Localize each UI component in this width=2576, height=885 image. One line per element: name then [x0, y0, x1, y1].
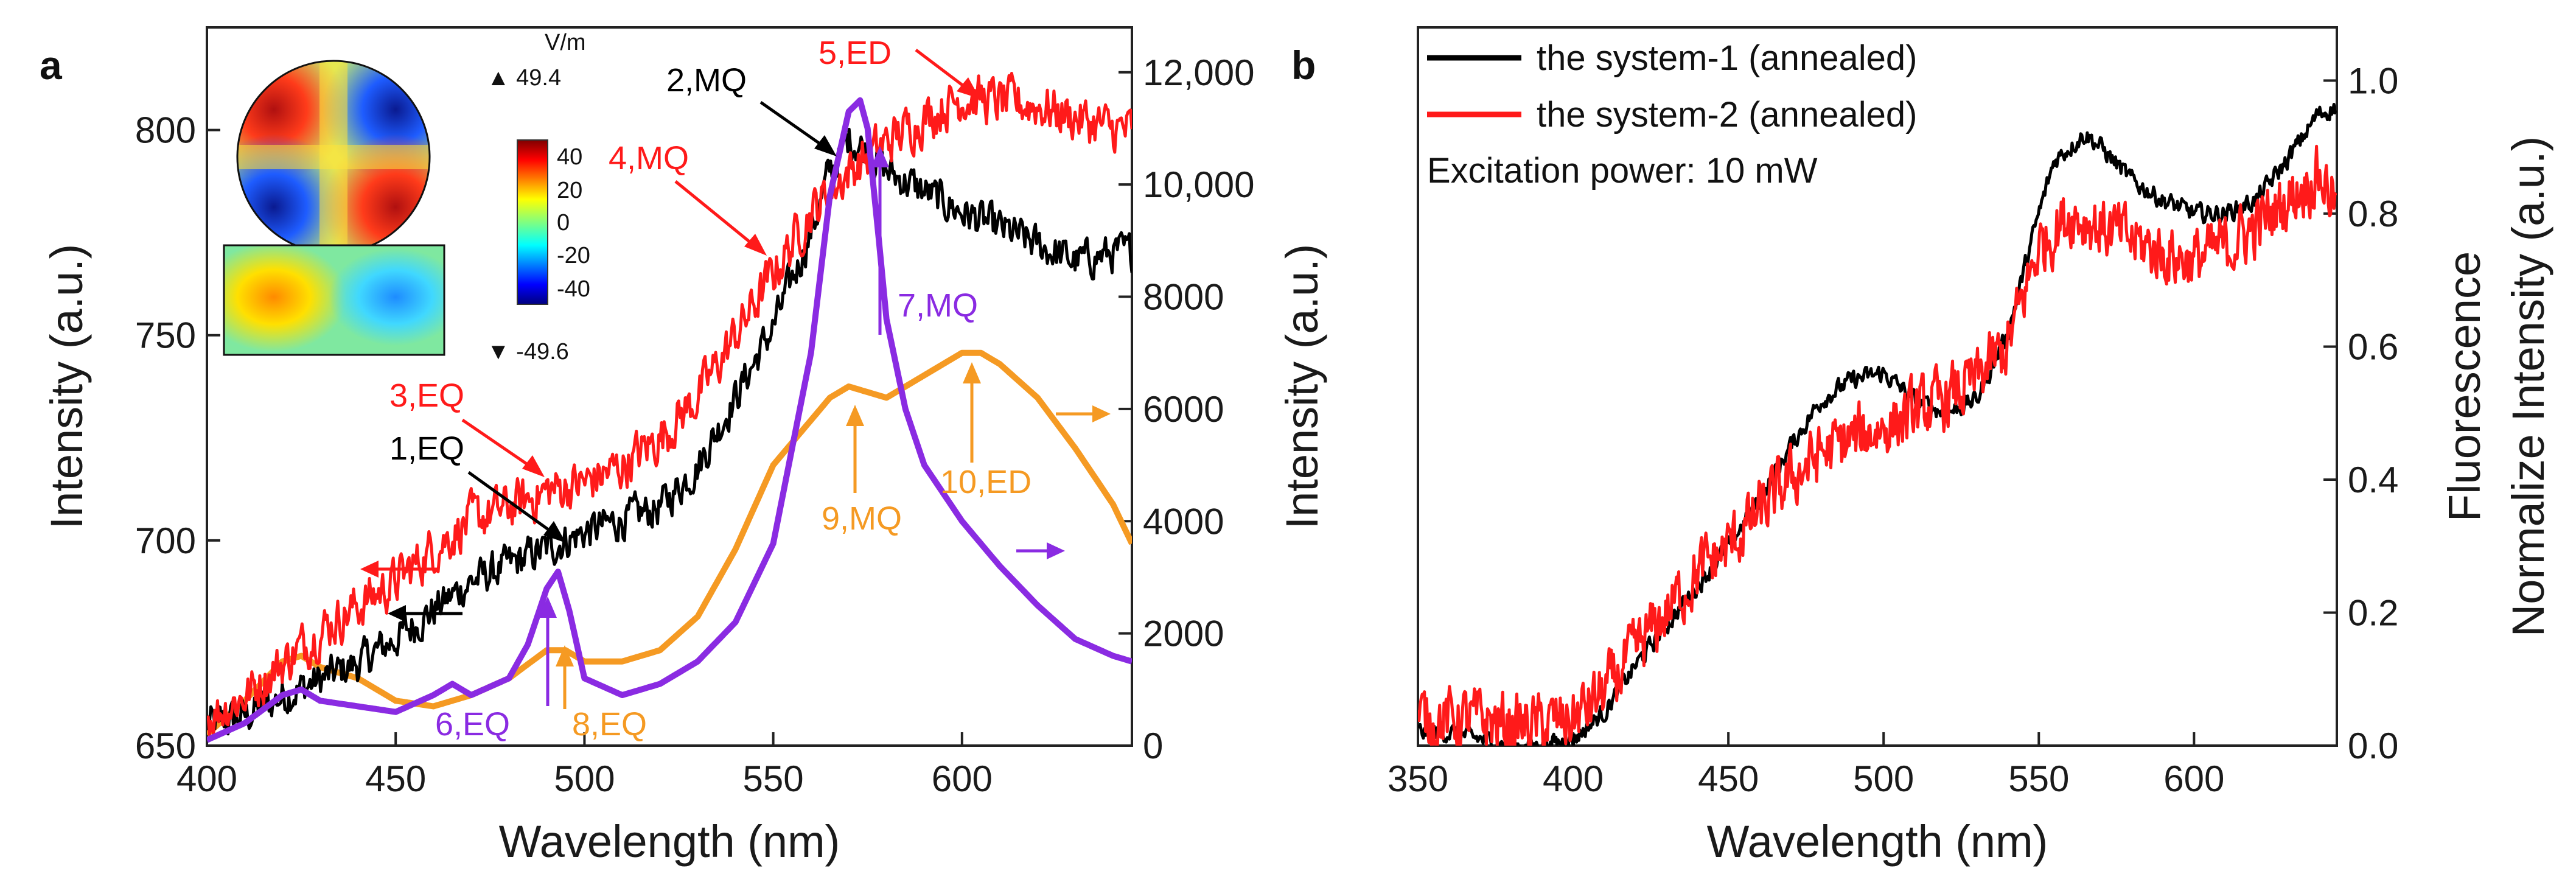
annotation-4-mq: 4,MQ	[609, 140, 767, 256]
panel-a-x-tick-label: 500	[554, 758, 615, 799]
panel-b-x-tick-label: 350	[1387, 758, 1448, 799]
panel-a-x-tick-label: 550	[743, 758, 804, 799]
panel-b-series-line-2	[1418, 144, 2337, 746]
panel-b-y-ticks: 0.0 0.2 0.4 0.6 0.8 1.0	[2323, 60, 2398, 766]
colorbar-tick-20: 20	[557, 178, 582, 203]
svg-text:10,ED: 10,ED	[940, 464, 1031, 500]
right-axis-arrow-purple	[1016, 542, 1065, 559]
colorbar-tick-neg40: -40	[557, 276, 590, 302]
excitation-power-note: Excitation power: 10 mW	[1427, 151, 1818, 191]
panel-b-y-tick-label: 0.2	[2348, 592, 2398, 633]
field-map-cross-section-outline	[223, 244, 445, 356]
panel-a-label: a	[40, 43, 63, 88]
colorbar-tick-neg20: -20	[557, 243, 590, 268]
annotation-8-eq: 8,EQ	[556, 645, 647, 743]
panel-a-x-tick-label: 600	[932, 758, 993, 799]
panel-a-x-ticks: 400 450 500 550 600	[176, 732, 993, 799]
left-axis-arrow-black	[388, 605, 462, 622]
panel-a-series-line-red	[207, 72, 1132, 737]
panel-b-y-tick-label: 0.0	[2348, 726, 2398, 766]
panel-a-x-axis-title: Wavelength (nm)	[499, 816, 840, 867]
colorbar-min: ▼ -49.6	[487, 339, 569, 365]
panel-a-y-right-tick-label: 10,000	[1143, 164, 1255, 205]
field-map-cross-section	[224, 245, 444, 355]
panel-b-y-axis-title-line1: Fluorescence	[2439, 251, 2490, 522]
annotation-6-eq: 6,EQ	[435, 596, 557, 743]
panel-b-x-tick-label: 450	[1698, 758, 1759, 799]
panel-a-annotations: 5,ED 2,MQ 4,MQ 7,MQ 3,EQ	[360, 35, 1111, 743]
panel-a-y-ticks-left: 650 700 750 800	[135, 110, 220, 766]
annotation-7-mq: 7,MQ	[871, 146, 978, 335]
panel-a-y-left-tick-label: 650	[135, 726, 196, 766]
left-axis-arrow-red	[360, 561, 438, 578]
panel-b-x-tick-label: 400	[1543, 758, 1604, 799]
legend-item-system-2: the system-2 (annealed)	[1427, 95, 1917, 135]
svg-text:3,EQ: 3,EQ	[389, 377, 464, 414]
svg-text:1,EQ: 1,EQ	[389, 430, 464, 467]
svg-text:the system-1 (annealed): the system-1 (annealed)	[1537, 38, 1917, 78]
panel-b-label: b	[1291, 43, 1316, 88]
panel-a-y-right-tick-label: 8000	[1143, 277, 1224, 318]
panel-a-plot-frame	[206, 26, 1133, 747]
panel-a-x-tick-label: 450	[365, 758, 426, 799]
panel-b-y-tick-label: 1.0	[2348, 60, 2398, 101]
panel-b-x-tick-label: 500	[1853, 758, 1914, 799]
panel-b-y-axis-title-line2: Normalize Intensity (a.u.)	[2503, 136, 2553, 637]
panel-a-series	[207, 72, 1132, 743]
panel-a-y-right-tick-label: 0	[1143, 726, 1163, 766]
colorbar-max: ▲ 49.4	[487, 65, 561, 91]
panel-a-left-y-axis-title: Intensity (a.u.)	[41, 244, 92, 530]
panel-a-y-left-tick-label: 700	[135, 520, 196, 561]
panel-a-y-left-tick-label: 750	[135, 315, 196, 356]
panel-b: 350 400 450 500 550 600 0.00.20.40.60.81.0 b …	[1291, 26, 2553, 867]
panel-a-y-right-tick-label: 4000	[1143, 501, 1224, 542]
panel-b-x-ticks: 350 400 450 500 550 600	[1387, 732, 2224, 799]
svg-text:2,MQ: 2,MQ	[666, 62, 747, 99]
right-axis-arrow-orange	[1056, 405, 1111, 422]
svg-text:6,EQ: 6,EQ	[435, 706, 510, 743]
panel-b-y-tick-label: 0.8	[2348, 194, 2398, 234]
svg-text:7,MQ: 7,MQ	[898, 287, 978, 324]
annotation-2-mq: 2,MQ	[666, 62, 837, 156]
field-map-inset: V/m ▲ 49.4 ▼ -49.6 40 20 0 -20 -40	[223, 30, 590, 365]
annotation-3-eq: 3,EQ	[389, 377, 545, 477]
annotation-5-ed: 5,ED	[819, 35, 980, 99]
colorbar-unit: V/m	[545, 30, 586, 55]
panel-a-series-line-purple	[207, 97, 1132, 743]
panel-a-y-right-tick-label: 6000	[1143, 389, 1224, 430]
svg-text:8,EQ: 8,EQ	[572, 706, 647, 743]
svg-text:the system-2 (annealed): the system-2 (annealed)	[1537, 95, 1917, 135]
panel-b-plot-frame	[1417, 26, 2338, 747]
panel-b-x-axis-title: Wavelength (nm)	[1707, 816, 2048, 867]
colorbar-tick-40: 40	[557, 144, 582, 170]
annotation-9-mq: 9,MQ	[822, 405, 902, 537]
field-map-disk	[237, 61, 430, 253]
panel-b-y-tick-label: 0.4	[2348, 460, 2398, 500]
panel-b-x-tick-label: 600	[2163, 758, 2224, 799]
svg-text:9,MQ: 9,MQ	[822, 500, 902, 537]
svg-text:5,ED: 5,ED	[819, 35, 892, 71]
annotation-10-ed: 10,ED	[940, 362, 1031, 500]
panel-a-y-right-tick-label: 12,000	[1143, 52, 1255, 93]
panel-a-y-right-tick-label: 2000	[1143, 614, 1224, 654]
annotation-1-eq: 1,EQ	[389, 430, 566, 543]
panel-a-y-left-tick-label: 800	[135, 110, 196, 151]
panel-b-y-tick-label: 0.6	[2348, 326, 2398, 367]
panel-a-right-y-axis-title: Intensity (a.u.)	[1277, 244, 1327, 530]
panel-a-y-ticks-right: 0 2000 4000 6000 8000 10,000 12,000	[1119, 52, 1255, 766]
legend-item-system-1: the system-1 (annealed)	[1427, 38, 1917, 78]
svg-text:4,MQ: 4,MQ	[609, 140, 689, 177]
panel-b-x-tick-label: 550	[2008, 758, 2069, 799]
panel-a-series-line-orange	[207, 349, 1132, 737]
panel-a-x-tick-label: 400	[176, 758, 237, 799]
panel-b-series	[1418, 103, 2337, 746]
panel-b-legend: the system-1 (annealed) the system-2 (an…	[1427, 38, 1917, 191]
colorbar-tick-0: 0	[557, 210, 570, 236]
panel-a-series-line-black	[207, 127, 1132, 736]
colorbar	[517, 139, 548, 305]
